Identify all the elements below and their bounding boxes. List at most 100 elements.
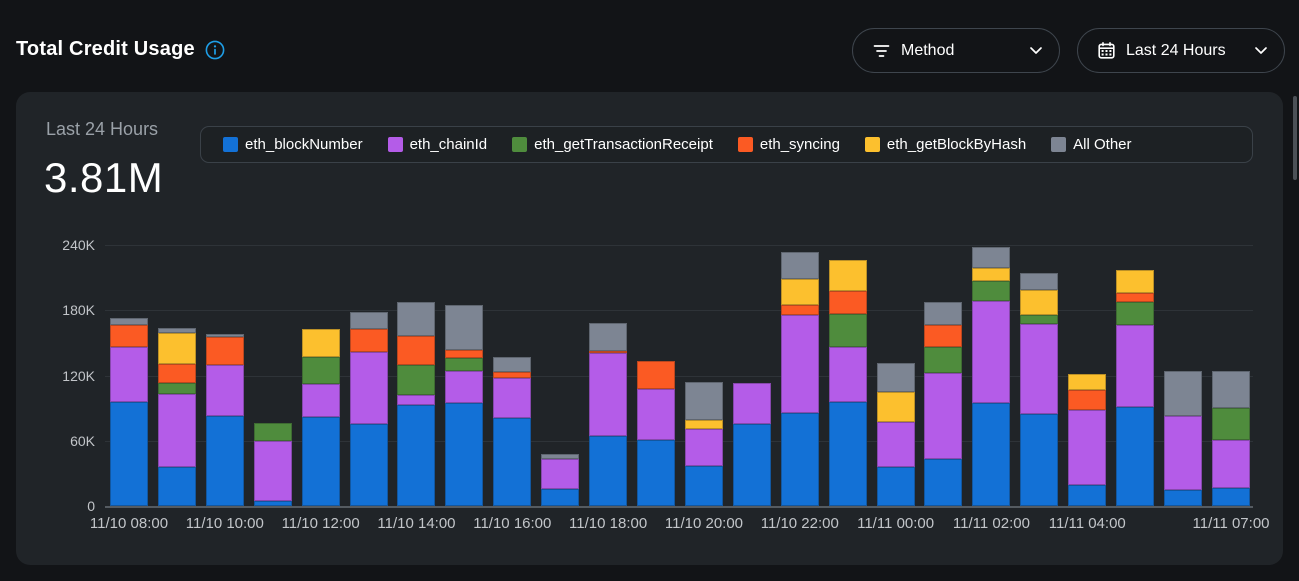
bar-11/10 11:00[interactable] <box>254 423 292 506</box>
bar-11/10 16:00[interactable] <box>493 357 531 506</box>
bar-11/10 13:00[interactable] <box>350 312 388 506</box>
bar-segment-eth_chainId[interactable] <box>206 365 244 416</box>
bar-segment-eth_syncing[interactable] <box>445 350 483 359</box>
bar-segment-eth_blockNumber[interactable] <box>829 402 867 506</box>
bar-segment-All Other[interactable] <box>877 363 915 392</box>
bar-segment-eth_getTransactionReceipt[interactable] <box>445 358 483 371</box>
bar-segment-eth_blockNumber[interactable] <box>302 417 340 506</box>
bar-segment-eth_blockNumber[interactable] <box>206 416 244 506</box>
bar-segment-eth_blockNumber[interactable] <box>493 418 531 506</box>
bar-segment-All Other[interactable] <box>110 318 148 326</box>
bar-segment-eth_getTransactionReceipt[interactable] <box>829 314 867 348</box>
bar-segment-eth_chainId[interactable] <box>589 353 627 437</box>
bar-segment-All Other[interactable] <box>1164 371 1202 416</box>
bar-11/10 18:00[interactable] <box>589 323 627 506</box>
bar-segment-eth_blockNumber[interactable] <box>350 424 388 506</box>
bar-11/11 05:00[interactable] <box>1116 270 1154 506</box>
bar-segment-eth_getTransactionReceipt[interactable] <box>1212 408 1250 440</box>
bar-segment-eth_blockNumber[interactable] <box>637 440 675 506</box>
bar-segment-eth_getTransactionReceipt[interactable] <box>397 365 435 395</box>
bar-segment-eth_chainId[interactable] <box>1116 325 1154 407</box>
bar-segment-eth_blockNumber[interactable] <box>733 424 771 506</box>
bar-segment-All Other[interactable] <box>1020 273 1058 289</box>
bar-segment-All Other[interactable] <box>589 323 627 350</box>
bar-segment-eth_syncing[interactable] <box>397 336 435 364</box>
bar-segment-eth_chainId[interactable] <box>1164 416 1202 490</box>
bar-segment-eth_getBlockByHash[interactable] <box>685 420 723 429</box>
bar-segment-eth_getTransactionReceipt[interactable] <box>302 357 340 384</box>
bar-11/11 02:00[interactable] <box>972 247 1010 506</box>
bar-segment-eth_getTransactionReceipt[interactable] <box>158 383 196 394</box>
bar-segment-eth_getBlockByHash[interactable] <box>1020 290 1058 315</box>
bar-segment-eth_getTransactionReceipt[interactable] <box>1020 315 1058 325</box>
bar-segment-eth_blockNumber[interactable] <box>972 403 1010 506</box>
legend-item-eth_getBlockByHash[interactable]: eth_getBlockByHash <box>865 136 1026 153</box>
bar-segment-eth_blockNumber[interactable] <box>254 501 292 506</box>
bar-segment-eth_blockNumber[interactable] <box>1020 414 1058 506</box>
bar-segment-eth_chainId[interactable] <box>445 371 483 403</box>
bar-segment-eth_blockNumber[interactable] <box>1164 490 1202 506</box>
bar-segment-eth_syncing[interactable] <box>206 337 244 364</box>
bar-11/11 06:00[interactable] <box>1164 371 1202 506</box>
bar-segment-eth_blockNumber[interactable] <box>877 467 915 506</box>
bar-segment-All Other[interactable] <box>493 357 531 372</box>
bar-11/11 04:00[interactable] <box>1068 374 1106 506</box>
bar-segment-eth_chainId[interactable] <box>1068 410 1106 485</box>
bar-segment-All Other[interactable] <box>445 305 483 350</box>
bar-segment-eth_blockNumber[interactable] <box>1068 485 1106 506</box>
bar-segment-eth_chainId[interactable] <box>781 315 819 413</box>
legend-item-eth_getTransactionReceipt[interactable]: eth_getTransactionReceipt <box>512 136 713 153</box>
legend-item-All Other[interactable]: All Other <box>1051 136 1131 153</box>
bar-11/10 15:00[interactable] <box>445 305 483 506</box>
bar-11/11 03:00[interactable] <box>1020 273 1058 506</box>
bar-segment-eth_getBlockByHash[interactable] <box>1068 374 1106 389</box>
bar-segment-eth_chainId[interactable] <box>254 441 292 501</box>
bar-segment-eth_chainId[interactable] <box>924 373 962 459</box>
bar-segment-eth_blockNumber[interactable] <box>1212 488 1250 507</box>
bar-segment-eth_getTransactionReceipt[interactable] <box>924 347 962 373</box>
bar-segment-All Other[interactable] <box>781 252 819 279</box>
bar-segment-eth_chainId[interactable] <box>493 378 531 418</box>
bar-segment-eth_syncing[interactable] <box>350 329 388 352</box>
bar-segment-eth_blockNumber[interactable] <box>110 402 148 506</box>
bar-11/11 07:00[interactable] <box>1212 371 1250 506</box>
bar-segment-eth_blockNumber[interactable] <box>589 436 627 506</box>
bar-segment-eth_syncing[interactable] <box>637 361 675 388</box>
bar-segment-All Other[interactable] <box>972 247 1010 268</box>
bar-segment-eth_getTransactionReceipt[interactable] <box>254 423 292 440</box>
bar-segment-eth_chainId[interactable] <box>302 384 340 417</box>
info-icon[interactable] <box>205 40 225 60</box>
bar-segment-eth_chainId[interactable] <box>972 301 1010 403</box>
bar-segment-eth_blockNumber[interactable] <box>158 467 196 506</box>
bar-segment-eth_blockNumber[interactable] <box>1116 407 1154 506</box>
bar-11/10 12:00[interactable] <box>302 329 340 506</box>
scrollbar-thumb[interactable] <box>1293 96 1297 180</box>
bar-segment-eth_chainId[interactable] <box>877 422 915 467</box>
bar-segment-eth_syncing[interactable] <box>158 364 196 384</box>
bar-segment-eth_blockNumber[interactable] <box>541 489 579 506</box>
bar-segment-eth_chainId[interactable] <box>158 394 196 467</box>
bar-segment-eth_getBlockByHash[interactable] <box>781 279 819 305</box>
bar-segment-eth_blockNumber[interactable] <box>397 405 435 506</box>
bar-11/11 01:00[interactable] <box>924 302 962 506</box>
bar-segment-eth_getBlockByHash[interactable] <box>972 268 1010 281</box>
bar-11/10 19:00[interactable] <box>637 361 675 506</box>
method-filter-button[interactable]: Method <box>852 28 1060 73</box>
bar-segment-eth_getTransactionReceipt[interactable] <box>972 281 1010 301</box>
bar-segment-eth_syncing[interactable] <box>781 305 819 315</box>
bar-11/10 08:00[interactable] <box>110 318 148 506</box>
bar-segment-eth_chainId[interactable] <box>829 347 867 401</box>
bar-segment-eth_chainId[interactable] <box>1212 440 1250 488</box>
bar-segment-All Other[interactable] <box>397 302 435 337</box>
bar-segment-eth_blockNumber[interactable] <box>781 413 819 507</box>
bar-segment-eth_syncing[interactable] <box>924 325 962 347</box>
bar-11/11 00:00[interactable] <box>877 363 915 506</box>
bar-segment-eth_getBlockByHash[interactable] <box>158 333 196 363</box>
bar-segment-All Other[interactable] <box>685 382 723 420</box>
bar-segment-eth_chainId[interactable] <box>733 383 771 424</box>
bar-segment-eth_chainId[interactable] <box>110 347 148 401</box>
bar-segment-eth_blockNumber[interactable] <box>445 403 483 506</box>
legend-item-eth_syncing[interactable]: eth_syncing <box>738 136 840 153</box>
bar-11/10 20:00[interactable] <box>685 382 723 506</box>
time-range-button[interactable]: Last 24 Hours <box>1077 28 1285 73</box>
